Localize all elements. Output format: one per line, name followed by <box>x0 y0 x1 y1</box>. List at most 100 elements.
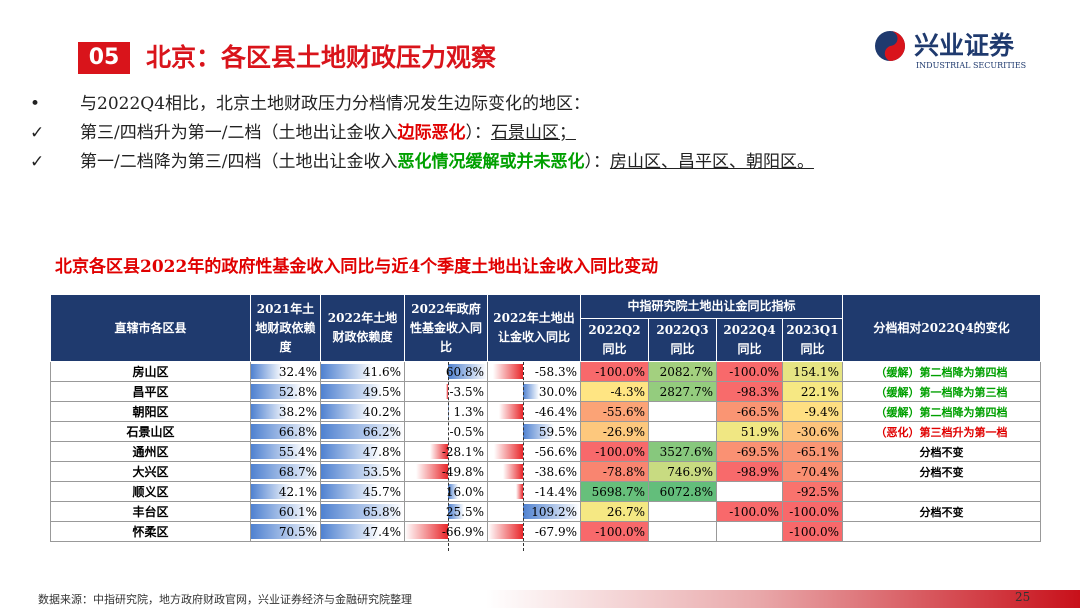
table-cell: -46.4% <box>487 401 581 422</box>
data-bar <box>503 464 524 479</box>
cell-text: 53.5% <box>362 464 401 479</box>
table-cell: 47.8% <box>320 441 405 462</box>
table-cell: 2827.7% <box>648 381 717 402</box>
table-cell: -26.9% <box>580 421 649 442</box>
table-cell: -4.3% <box>580 381 649 402</box>
table-cell: 30.0% <box>487 381 581 402</box>
table-row: 昌平区 52.8% 49.5% -3.5% 30.0% -4.3% 2827.7% -98.3… <box>50 381 1042 402</box>
bullet-text: ）： <box>465 123 491 143</box>
table-cell: 40.2% <box>320 401 405 422</box>
bullet-text: 与2022Q4相比，北京土地财政压力分档情况发生边际变化的地区： <box>80 94 591 114</box>
cell-text: -26.9% <box>602 424 645 439</box>
table-cell: 分档不变 <box>842 461 1042 482</box>
cell-text: 55.4% <box>278 444 317 459</box>
data-bar <box>492 364 524 379</box>
table-cell <box>648 401 717 422</box>
cell-text: 大兴区 <box>132 465 169 479</box>
table-cell: 22.1% <box>781 381 844 402</box>
cell-text: -100.0% <box>595 524 645 539</box>
bullet-mark: ✓ <box>30 123 45 143</box>
data-bar <box>429 444 448 459</box>
table-cell: 25.5% <box>404 501 488 522</box>
cell-text: 59.5% <box>538 424 577 439</box>
table-cell: （恶化）第三档升为第一档 <box>842 421 1042 442</box>
bullet-text: 石景山区； <box>490 123 576 143</box>
table-cell: （缓解）第二档降为第四档 <box>842 361 1042 382</box>
cell-text: 房山区 <box>132 365 169 379</box>
column-header: 分档相对2022Q4的变化 <box>842 294 1042 362</box>
column-header: 2023Q1同比 <box>781 318 844 362</box>
cell-text: 40.2% <box>362 404 401 419</box>
cell-text: -38.6% <box>534 464 577 479</box>
cell-text: -46.4% <box>534 404 577 419</box>
cell-text: -28.1% <box>441 444 484 459</box>
table-cell: -100.0% <box>781 521 844 542</box>
table-row: 顺义区 42.1% 45.7% 16.0% -14.4% 5698.7% 6072.8% -9… <box>50 481 1042 502</box>
table-cell: 68.7% <box>250 461 321 482</box>
column-header: 2021年土地财政依赖度 <box>250 294 321 362</box>
table-cell: -65.1% <box>781 441 844 462</box>
cell-text: 49.5% <box>362 384 401 399</box>
slide-title: 北京：各区县土地财政压力观察 <box>146 43 497 72</box>
cell-text: 石景山区 <box>126 425 175 439</box>
table-cell: -9.4% <box>781 401 844 422</box>
cell-text: -100.0% <box>595 444 645 459</box>
group-header: 中指研究院土地出让金同比指标 <box>579 294 844 319</box>
table-cell: -14.4% <box>487 481 581 502</box>
data-bar <box>321 464 389 479</box>
cell-text: -56.6% <box>534 444 577 459</box>
table-cell: （缓解）第一档降为第三档 <box>842 381 1042 402</box>
data-bar <box>523 424 555 439</box>
column-header: 2022年土地出让金收入同比 <box>487 294 581 362</box>
table-cell: 房山区 <box>50 361 251 382</box>
cell-text: 109.2% <box>531 504 577 519</box>
table-cell <box>716 521 783 542</box>
table-cell: 746.9% <box>648 461 717 482</box>
data-bar <box>447 364 487 379</box>
table-cell: 45.7% <box>320 481 405 502</box>
cell-text: 42.1% <box>278 484 317 499</box>
table-cell: 分档不变 <box>842 501 1042 522</box>
cell-text: 30.0% <box>538 384 577 399</box>
cell-text: -30.6% <box>796 424 840 439</box>
table-cell: -58.3% <box>487 361 581 551</box>
cell-text: -98.9% <box>736 464 779 479</box>
data-bar <box>251 424 317 439</box>
table-cell: 6072.8% <box>648 481 717 502</box>
table-cell <box>716 481 783 502</box>
table-row: 怀柔区 70.5% 47.4% -66.9% -67.9% -100.0% -100.0% <box>50 521 1042 542</box>
cell-text: 65.8% <box>362 504 401 519</box>
bullet-line: ✓ 第三/四档升为第一/二档（土地出让金收入边际恶化）：石景山区； <box>30 119 814 148</box>
data-bar <box>321 404 372 419</box>
data-bar <box>499 404 524 419</box>
table-cell <box>648 501 717 522</box>
cell-text: 3527.6% <box>659 444 713 459</box>
cell-text: -55.6% <box>602 404 645 419</box>
data-bar <box>251 464 319 479</box>
table-cell: -0.5% <box>404 421 488 442</box>
data-bar <box>488 524 524 539</box>
bullet-line: ✓ 第一/二档降为第三/四档（土地出让金收入恶化情况缓解或并未恶化）：房山区、昌平… <box>30 148 814 177</box>
data-bar <box>251 524 320 539</box>
cell-text: 47.4% <box>362 524 401 539</box>
cell-text: 38.2% <box>278 404 317 419</box>
data-bar <box>251 364 283 379</box>
bullet-mark: ✓ <box>30 152 45 172</box>
column-header: 2022年政府性基金收入同比 <box>404 294 488 362</box>
cell-text: 分档不变 <box>919 465 964 479</box>
cell-text: 1.3% <box>453 404 485 419</box>
footer-bar <box>0 590 1080 608</box>
cell-text: （缓解）第一档降为第三档 <box>875 385 1008 399</box>
logo-cn: 兴业证券 <box>914 31 1015 60</box>
table-row: 朝阳区 38.2% 40.2% 1.3% -46.4% -55.6% -66.5% -9.4%… <box>50 401 1042 422</box>
cell-text: -66.9% <box>441 524 484 539</box>
table-cell: -92.5% <box>781 481 844 502</box>
header-row: 2022Q2同比 2022Q3同比 2022Q4同比 2023Q1同比 <box>51 318 1041 362</box>
cell-text: 66.2% <box>362 424 401 439</box>
data-bar <box>415 464 448 479</box>
table-cell: -49.8% <box>404 461 488 482</box>
cell-text: -67.9% <box>534 524 577 539</box>
table-row: 石景山区 66.8% 66.2% -0.5% 59.5% -26.9% 51.9% -30.6… <box>50 421 1042 442</box>
table-cell: 昌平区 <box>50 381 251 402</box>
bullet-list: • 与2022Q4相比，北京土地财政压力分档情况发生边际变化的地区： ✓ 第三/四档升… <box>30 90 814 177</box>
